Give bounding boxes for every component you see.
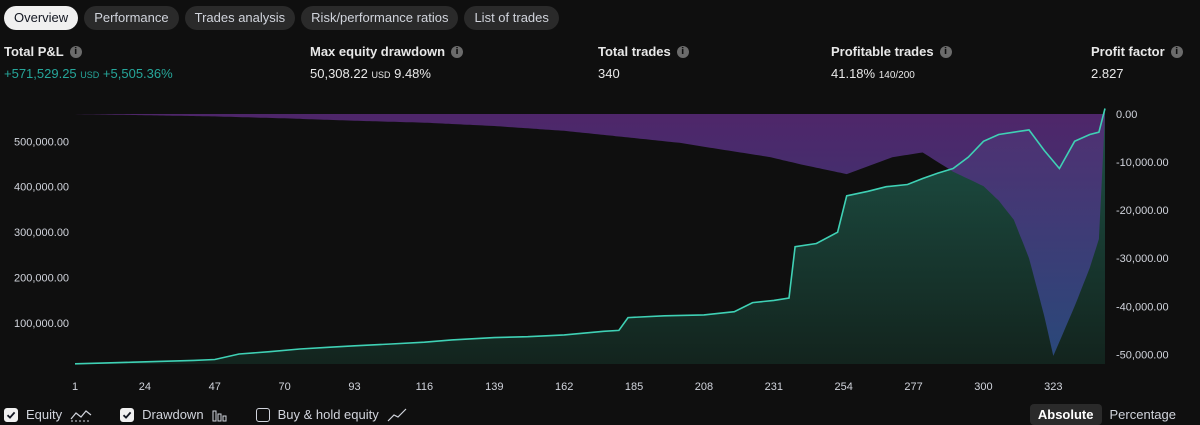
info-icon[interactable]: i	[451, 45, 464, 58]
legend-label: Drawdown	[142, 407, 204, 422]
y-left-tick-label: 400,000.00	[14, 182, 69, 194]
y-left-tick-label: 200,000.00	[14, 273, 69, 285]
absolute-button[interactable]: Absolute	[1029, 404, 1102, 425]
scale-mode-toggle: Absolute Percentage	[1029, 404, 1184, 425]
x-tick-label: 116	[416, 381, 434, 393]
stat-unit: USD	[371, 70, 391, 80]
y-right-tick-label: -30,000.00	[1116, 253, 1169, 265]
chart-legend: Equity Drawdown Buy & hold equity	[4, 407, 435, 422]
legend-label: Equity	[26, 407, 63, 422]
x-tick-label: 47	[209, 381, 221, 393]
tab-list-of-trades[interactable]: List of trades	[464, 6, 559, 30]
y-axis-right: 0.00 -10,000.00 -20,000.00 -30,000.00 -40,00…	[1116, 109, 1169, 361]
info-icon[interactable]: i	[676, 45, 689, 58]
checkbox-checked-icon[interactable]	[4, 407, 18, 422]
bar-chart-icon	[212, 410, 227, 421]
x-tick-label: 139	[485, 381, 503, 393]
x-tick-label: 300	[974, 381, 992, 393]
y-left-tick-label: 500,000.00	[14, 136, 69, 148]
x-axis: 1 24 47 70 93 116 139 162 185 208 231 254 277 300 323	[72, 381, 1063, 393]
y-right-tick-label: -50,000.00	[1116, 349, 1169, 361]
y-right-tick-label: -40,000.00	[1116, 301, 1169, 313]
checkbox-checked-icon[interactable]	[120, 407, 135, 422]
percentage-button[interactable]: Percentage	[1109, 407, 1177, 422]
legend-buy-hold[interactable]: Buy & hold equity	[255, 407, 407, 422]
x-tick-label: 1	[72, 381, 78, 393]
legend-equity[interactable]: Equity	[4, 407, 92, 422]
stat-profit-factor: Profit factor i 2.827	[1091, 44, 1183, 81]
stat-label: Total P&L	[4, 44, 64, 59]
stat-value: +571,529.25	[4, 66, 77, 81]
tab-overview[interactable]: Overview	[4, 6, 79, 30]
x-tick-label: 24	[139, 381, 151, 393]
tab-performance[interactable]: Performance	[84, 6, 179, 30]
stat-value: 2.827	[1091, 66, 1124, 81]
stat-label: Max equity drawdown	[310, 44, 446, 59]
drawdown-area	[75, 114, 1105, 356]
x-tick-label: 277	[904, 381, 922, 393]
equity-area	[75, 108, 1105, 364]
stat-value: 41.18%	[831, 66, 876, 81]
stat-percent: +5,505.36%	[102, 66, 173, 81]
x-tick-label: 208	[695, 381, 713, 393]
x-tick-label: 162	[555, 381, 573, 393]
x-tick-label: 70	[279, 381, 291, 393]
stat-value: 50,308.22	[310, 66, 368, 81]
info-icon[interactable]: i	[1170, 45, 1183, 58]
legend-drawdown[interactable]: Drawdown	[120, 407, 227, 422]
stat-label: Profitable trades	[831, 44, 934, 59]
stat-label: Profit factor	[1091, 44, 1165, 59]
tab-risk-performance-ratios[interactable]: Risk/performance ratios	[301, 6, 459, 30]
equity-chart[interactable]: 100,000.00 200,000.00 300,000.00 400,000.00…	[0, 100, 1200, 396]
x-tick-label: 323	[1044, 381, 1062, 393]
info-icon[interactable]: i	[69, 45, 82, 58]
x-tick-label: 231	[765, 381, 783, 393]
checkbox-unchecked-icon[interactable]	[255, 407, 270, 422]
y-left-tick-label: 300,000.00	[14, 227, 69, 239]
y-right-tick-label: -20,000.00	[1116, 205, 1169, 217]
stat-total-trades: Total trades i 340	[598, 44, 689, 81]
y-left-tick-label: 100,000.00	[14, 318, 69, 330]
trend-line-icon	[387, 408, 407, 421]
tab-bar: Overview Performance Trades analysis Ris…	[4, 6, 559, 30]
y-right-tick-label: 0.00	[1116, 109, 1137, 121]
stat-max-drawdown: Max equity drawdown i 50,308.22 USD 9.48%	[310, 44, 464, 81]
y-axis-left: 100,000.00 200,000.00 300,000.00 400,000.00…	[14, 136, 69, 330]
stat-unit: USD	[80, 70, 100, 80]
stat-sub: 140/200	[878, 70, 915, 81]
x-tick-label: 185	[625, 381, 643, 393]
equity-line-icon	[70, 409, 92, 421]
info-icon[interactable]: i	[939, 45, 952, 58]
stat-profitable-trades: Profitable trades i 41.18% 140/200	[831, 44, 952, 81]
equity-line	[74, 108, 1106, 365]
stat-total-pl: Total P&L i +571,529.25 USD +5,505.36%	[4, 44, 173, 81]
stat-label: Total trades	[598, 44, 671, 59]
y-right-tick-label: -10,000.00	[1116, 157, 1169, 169]
tab-trades-analysis[interactable]: Trades analysis	[184, 6, 296, 30]
stat-percent: 9.48%	[394, 66, 431, 81]
x-tick-label: 93	[348, 381, 360, 393]
stat-value: 340	[598, 66, 620, 81]
legend-label: Buy & hold equity	[277, 407, 379, 422]
x-tick-label: 254	[835, 381, 853, 393]
